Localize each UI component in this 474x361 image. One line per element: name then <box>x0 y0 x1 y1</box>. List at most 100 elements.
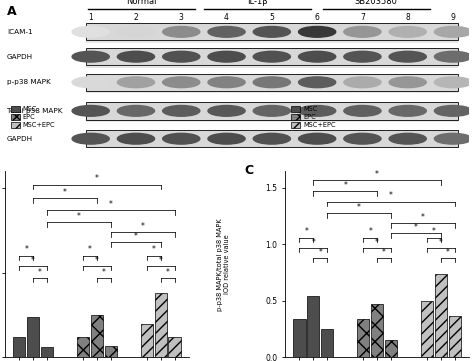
Legend: MSC, EPC, MSC+EPC: MSC, EPC, MSC+EPC <box>8 104 58 131</box>
Text: ICAM-1: ICAM-1 <box>7 29 33 35</box>
Text: *: * <box>446 248 450 257</box>
Text: *: * <box>368 227 372 236</box>
Text: *: * <box>95 174 99 183</box>
Ellipse shape <box>208 77 245 88</box>
Text: *: * <box>389 191 393 200</box>
Legend: MSC, EPC, MSC+EPC: MSC, EPC, MSC+EPC <box>288 104 338 131</box>
Bar <box>321 329 333 357</box>
Text: *: * <box>63 188 67 197</box>
Bar <box>421 301 433 357</box>
Ellipse shape <box>299 26 336 37</box>
Ellipse shape <box>72 77 109 88</box>
Text: *: * <box>304 227 308 236</box>
Ellipse shape <box>118 77 155 88</box>
Ellipse shape <box>253 105 291 116</box>
Text: *: * <box>343 181 347 190</box>
Ellipse shape <box>208 26 245 37</box>
Bar <box>357 319 369 357</box>
Bar <box>86 130 457 147</box>
Bar <box>449 316 461 357</box>
Bar <box>371 304 383 357</box>
Ellipse shape <box>253 51 291 62</box>
Ellipse shape <box>434 26 472 37</box>
Ellipse shape <box>253 77 291 88</box>
Bar <box>435 274 447 357</box>
Bar <box>86 23 457 40</box>
Bar <box>86 48 457 65</box>
Text: GAPDH: GAPDH <box>7 54 33 60</box>
Text: *: * <box>102 268 106 277</box>
Text: 2: 2 <box>134 13 138 22</box>
Text: *: * <box>134 232 137 241</box>
Text: *: * <box>439 238 443 247</box>
Text: C: C <box>245 164 254 177</box>
Text: *: * <box>382 248 386 257</box>
Text: Total p38 MAPK: Total p38 MAPK <box>7 108 63 114</box>
Text: *: * <box>311 238 315 247</box>
Text: 4: 4 <box>224 13 229 22</box>
Text: GAPDH: GAPDH <box>7 136 33 142</box>
Text: 7: 7 <box>360 13 365 22</box>
Text: *: * <box>95 256 99 265</box>
Text: *: * <box>141 222 145 231</box>
Ellipse shape <box>434 133 472 144</box>
Ellipse shape <box>118 26 155 37</box>
Bar <box>91 315 103 357</box>
Text: A: A <box>7 5 17 18</box>
Text: *: * <box>31 256 35 265</box>
Bar <box>86 102 457 119</box>
Text: 6: 6 <box>315 13 319 22</box>
Text: *: * <box>357 203 361 212</box>
Ellipse shape <box>344 77 381 88</box>
Bar <box>77 337 89 357</box>
Text: *: * <box>166 268 170 277</box>
Text: p-p38 MAPK: p-p38 MAPK <box>7 79 51 85</box>
Bar <box>307 296 319 357</box>
Ellipse shape <box>163 51 200 62</box>
Text: *: * <box>77 212 81 221</box>
Text: 9: 9 <box>451 13 456 22</box>
Bar <box>168 337 181 357</box>
Ellipse shape <box>163 105 200 116</box>
Bar <box>41 347 53 357</box>
Ellipse shape <box>72 133 109 144</box>
Text: *: * <box>421 213 425 222</box>
Ellipse shape <box>389 51 426 62</box>
Ellipse shape <box>118 133 155 144</box>
Ellipse shape <box>299 133 336 144</box>
Text: IL-1β: IL-1β <box>247 0 268 6</box>
Bar <box>86 74 457 91</box>
Text: *: * <box>88 245 92 255</box>
Ellipse shape <box>118 51 155 62</box>
Ellipse shape <box>208 105 245 116</box>
Ellipse shape <box>299 51 336 62</box>
Ellipse shape <box>72 26 109 37</box>
Ellipse shape <box>434 77 472 88</box>
Text: SB203580: SB203580 <box>355 0 398 6</box>
Bar <box>141 323 153 357</box>
Text: *: * <box>432 227 436 236</box>
Text: 8: 8 <box>405 13 410 22</box>
Text: Normal: Normal <box>127 0 157 6</box>
Bar <box>293 319 306 357</box>
Bar <box>385 340 397 357</box>
Text: *: * <box>109 200 113 209</box>
Ellipse shape <box>344 133 381 144</box>
Ellipse shape <box>389 105 426 116</box>
Ellipse shape <box>208 51 245 62</box>
Ellipse shape <box>163 77 200 88</box>
Text: *: * <box>375 238 379 247</box>
Ellipse shape <box>118 105 155 116</box>
Ellipse shape <box>163 133 200 144</box>
Text: *: * <box>318 248 322 257</box>
Text: 3: 3 <box>179 13 184 22</box>
Ellipse shape <box>72 105 109 116</box>
Bar <box>155 293 167 357</box>
Text: *: * <box>152 245 156 255</box>
Y-axis label: p-p38 MAPK/total p38 MAPK
IOD relative value: p-p38 MAPK/total p38 MAPK IOD relative v… <box>217 218 229 310</box>
Ellipse shape <box>253 26 291 37</box>
Text: *: * <box>375 170 379 179</box>
Ellipse shape <box>299 105 336 116</box>
Ellipse shape <box>72 51 109 62</box>
Ellipse shape <box>389 26 426 37</box>
